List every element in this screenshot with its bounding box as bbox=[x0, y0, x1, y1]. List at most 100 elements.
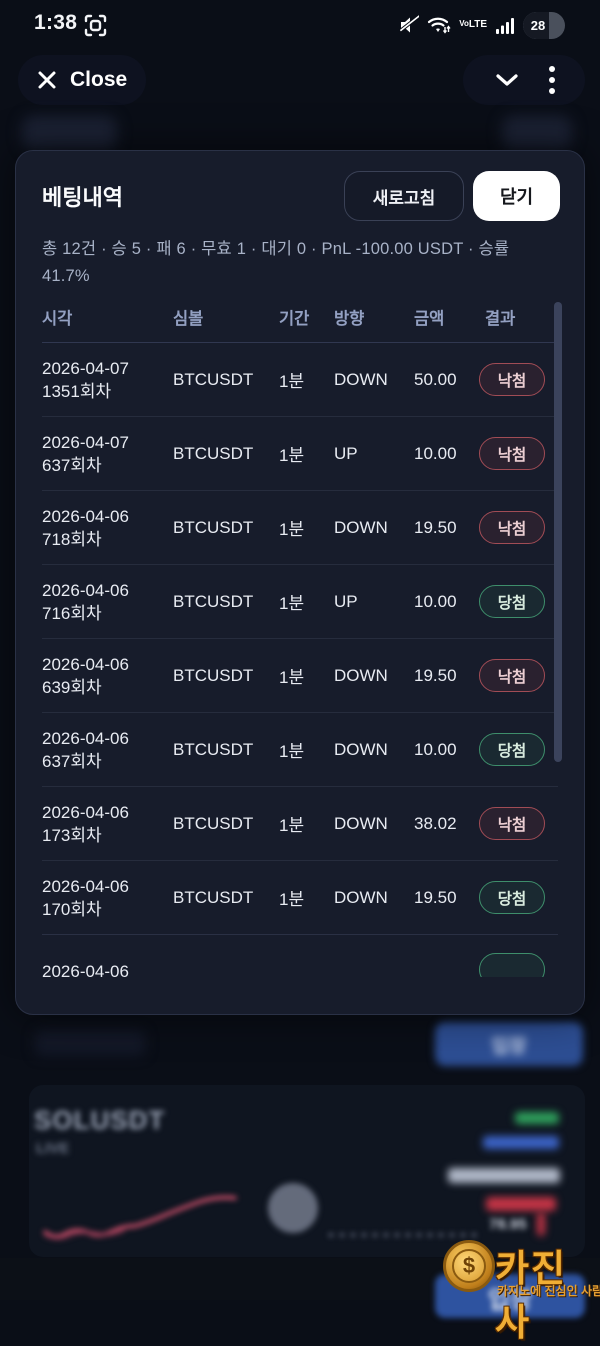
blurred-price-text bbox=[486, 1197, 556, 1211]
cell-direction: DOWN bbox=[334, 369, 388, 389]
cell-period: 1분 bbox=[279, 520, 305, 540]
cell-direction: UP bbox=[334, 591, 358, 611]
modal-header: 베팅내역 새로고침 닫기 bbox=[42, 171, 560, 221]
cell-amount: 19.50 bbox=[414, 665, 457, 685]
app-toolbar: Close bbox=[0, 55, 600, 105]
cell-direction: DOWN bbox=[334, 739, 388, 759]
signal-icon bbox=[495, 15, 515, 35]
watermark-tagline: 카지노에 진심인 사람들 bbox=[497, 1284, 600, 1298]
cell-result: 낙첨 bbox=[476, 437, 558, 471]
table-row[interactable]: 2026-04-06 716회차 BTCUSDT 1분 UP 10.00 당첨 bbox=[42, 565, 558, 640]
mute-icon bbox=[397, 14, 420, 36]
background-element bbox=[502, 116, 572, 150]
refresh-button[interactable]: 새로고침 bbox=[344, 171, 464, 221]
table-row[interactable]: 2026-04-06 718회차 BTCUSDT 1분 DOWN 19.50 낙… bbox=[42, 491, 558, 566]
betting-table-body: 2026-04-07 1351회차 BTCUSDT 1분 DOWN 50.00 … bbox=[42, 343, 558, 978]
cell-amount: 19.50 bbox=[414, 517, 457, 537]
bet-round: 637회차 bbox=[42, 751, 102, 771]
cell-result bbox=[476, 952, 558, 978]
bet-round: 716회차 bbox=[42, 603, 102, 623]
table-row[interactable]: 2026-04-06 173회차 BTCUSDT 1분 DOWN 38.02 낙… bbox=[42, 787, 558, 862]
cell-result: 낙첨 bbox=[476, 807, 558, 841]
result-badge: 낙첨 bbox=[479, 807, 545, 841]
table-scroll-viewport[interactable]: 2026-04-07 1351회차 BTCUSDT 1분 DOWN 50.00 … bbox=[42, 343, 558, 978]
cell-amount: 10.00 bbox=[414, 739, 457, 759]
cell-symbol: BTCUSDT bbox=[173, 591, 254, 611]
clock: 1:38 bbox=[34, 11, 78, 34]
close-window-button[interactable]: Close bbox=[18, 55, 146, 105]
cell-amount: 19.50 bbox=[414, 887, 457, 907]
cell-result: 당첨 bbox=[476, 585, 558, 619]
result-badge: 낙첨 bbox=[479, 363, 545, 397]
price-label: 78.95 bbox=[489, 1216, 527, 1233]
bet-date: 2026-04-07 bbox=[42, 358, 129, 378]
cell-time: 2026-04-06 716회차 bbox=[42, 579, 173, 625]
blurred-price-text bbox=[448, 1168, 560, 1183]
bet-round: 718회차 bbox=[42, 529, 102, 549]
close-label: Close bbox=[70, 68, 128, 91]
cell-period: 1분 bbox=[279, 446, 305, 466]
cell-result: 낙첨 bbox=[476, 363, 558, 397]
modal-close-button[interactable]: 닫기 bbox=[473, 171, 560, 221]
chevron-down-icon[interactable] bbox=[493, 71, 521, 89]
bet-round: 1351회차 bbox=[42, 381, 112, 401]
cell-direction: UP bbox=[334, 443, 358, 463]
cell-time: 2026-04-06 639회차 bbox=[42, 653, 173, 699]
bet-date: 2026-04-06 bbox=[42, 876, 129, 896]
kebab-menu-icon[interactable] bbox=[549, 66, 555, 94]
table-row[interactable]: 2026-04-06 637회차 BTCUSDT 1분 DOWN 10.00 당… bbox=[42, 713, 558, 788]
bet-round: 639회차 bbox=[42, 677, 102, 697]
scrollbar-thumb[interactable] bbox=[554, 302, 562, 762]
cell-symbol: BTCUSDT bbox=[173, 369, 254, 389]
close-x-icon bbox=[36, 69, 58, 91]
background-element bbox=[22, 116, 117, 150]
cell-time: 2026-04-06 bbox=[42, 960, 173, 977]
table-row[interactable]: 2026-04-06 bbox=[42, 935, 558, 978]
bet-date: 2026-04-06 bbox=[42, 802, 129, 822]
coin-dollar-glyph: $ bbox=[462, 1253, 476, 1278]
col-header-amount: 금액 bbox=[414, 310, 445, 329]
bet-date: 2026-04-06 bbox=[42, 728, 129, 748]
result-badge: 당첨 bbox=[479, 733, 545, 767]
table-row[interactable]: 2026-04-06 170회차 BTCUSDT 1분 DOWN 19.50 당… bbox=[42, 861, 558, 936]
screen-capture-icon bbox=[84, 14, 107, 37]
table-row[interactable]: 2026-04-07 637회차 BTCUSDT 1분 UP 10.00 낙첨 bbox=[42, 417, 558, 492]
cell-symbol: BTCUSDT bbox=[173, 813, 254, 833]
cell-time: 2026-04-07 1351회차 bbox=[42, 357, 173, 403]
cell-direction: DOWN bbox=[334, 887, 388, 907]
cell-time: 2026-04-07 637회차 bbox=[42, 431, 173, 477]
cell-time: 2026-04-06 637회차 bbox=[42, 727, 173, 773]
status-icons: VoLTE 28 bbox=[397, 10, 565, 40]
coin-chip-icon: $ bbox=[443, 1240, 495, 1292]
cell-symbol: BTCUSDT bbox=[173, 665, 254, 685]
bet-date: 2026-04-06 bbox=[42, 962, 129, 978]
cell-result: 낙첨 bbox=[476, 659, 558, 693]
cell-direction: DOWN bbox=[334, 517, 388, 537]
col-header-result: 결과 bbox=[485, 310, 516, 329]
modal-title: 베팅내역 bbox=[42, 185, 123, 210]
network-label: LTE bbox=[468, 19, 487, 30]
cell-direction: DOWN bbox=[334, 813, 388, 833]
cell-period: 1분 bbox=[279, 594, 305, 614]
cell-direction: DOWN bbox=[334, 665, 388, 685]
betting-table: 시각 심볼 기간 방향 금액 결과 2026-04-07 1351회차 BTCU… bbox=[42, 305, 558, 978]
status-bar: 1:38 VoLTE bbox=[0, 0, 600, 50]
cell-result: 당첨 bbox=[476, 881, 558, 915]
enter-button[interactable]: 입장 bbox=[435, 1022, 583, 1066]
table-row[interactable]: 2026-04-07 1351회차 BTCUSDT 1분 DOWN 50.00 … bbox=[42, 343, 558, 418]
col-header-time: 시각 bbox=[42, 310, 73, 329]
site-watermark: $ 카진사 카지노에 진심인 사람들 bbox=[443, 1238, 600, 1343]
volte-icon: VoLTE bbox=[459, 19, 487, 30]
cell-time: 2026-04-06 170회차 bbox=[42, 875, 173, 921]
betting-summary: 총 12건 · 승 5 · 패 6 · 무효 1 · 대기 0 · PnL -1… bbox=[42, 240, 510, 285]
bet-round: 637회차 bbox=[42, 455, 102, 475]
toolbar-menu-group bbox=[463, 55, 585, 105]
symbol-status: LIVE bbox=[36, 1140, 70, 1157]
col-header-period: 기간 bbox=[279, 310, 310, 329]
cell-result: 낙첨 bbox=[476, 511, 558, 545]
bet-round: 170회차 bbox=[42, 899, 102, 919]
bet-date: 2026-04-06 bbox=[42, 506, 129, 526]
table-row[interactable]: 2026-04-06 639회차 BTCUSDT 1분 DOWN 19.50 낙… bbox=[42, 639, 558, 714]
cell-symbol: BTCUSDT bbox=[173, 517, 254, 537]
